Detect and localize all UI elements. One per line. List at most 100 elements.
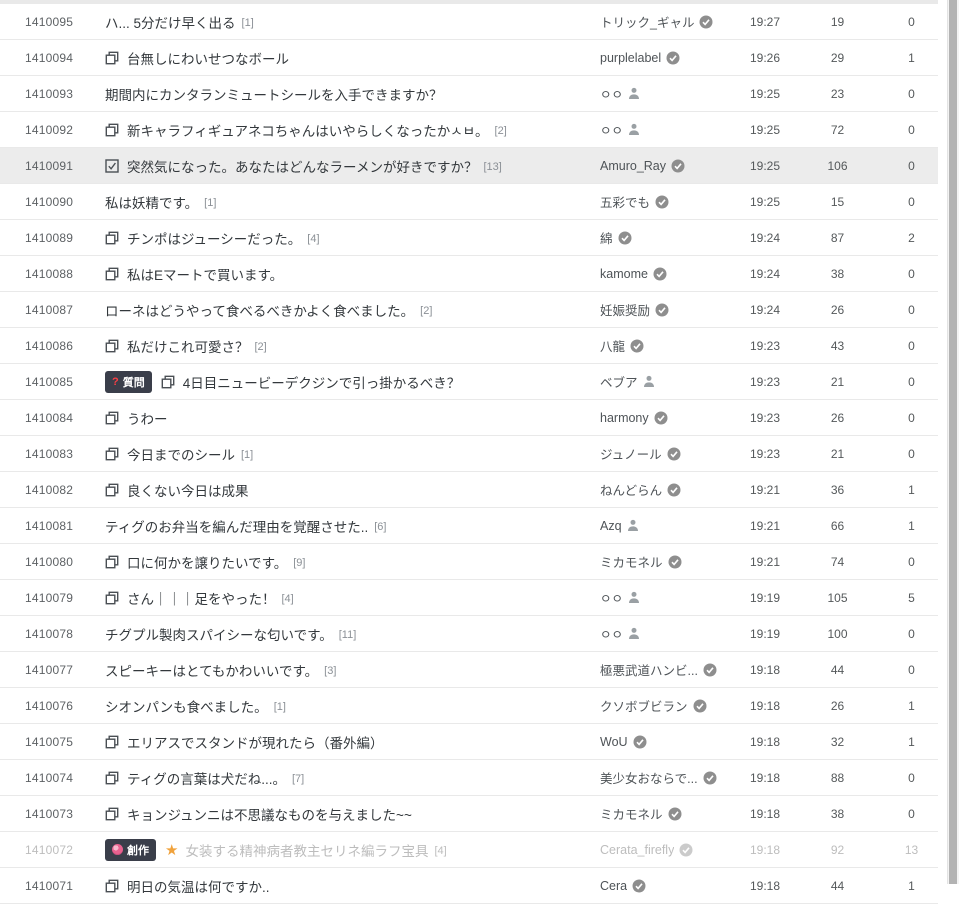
post-title[interactable]: 口に何かを譲りたいです。 xyxy=(127,555,288,571)
post-title-cell[interactable]: うわー xyxy=(105,408,600,428)
post-author-cell[interactable]: purplelabel xyxy=(600,51,740,65)
post-title-cell[interactable]: チグプル製肉スパイシーな匂いです。 [11] xyxy=(105,624,600,644)
author-name[interactable]: ジュノール xyxy=(600,448,662,462)
post-title[interactable]: 台無しにわいせつなボール xyxy=(127,51,289,67)
post-title-cell[interactable]: 台無しにわいせつなボール xyxy=(105,48,600,68)
table-row[interactable]: 1410087 ローネはどうやって食べるべきかよく食べました。 [2] 妊娠奨励 19:… xyxy=(0,292,938,328)
table-row[interactable]: 1410071 明日の気温は何ですか.. Cera 19:18 44 1 xyxy=(0,868,938,904)
table-row[interactable]: 1410088 私はEマートで買います。 kamome 19:24 38 0 xyxy=(0,256,938,292)
post-title[interactable]: シオンパンも食べました。 xyxy=(105,699,268,715)
author-name[interactable]: Cera xyxy=(600,878,628,893)
post-title[interactable]: 新キャラフィギュアネコちゃんはいやらしくなったかㅅㅂ。 xyxy=(127,123,489,139)
post-title-cell[interactable]: 今日までのシール [1] xyxy=(105,444,600,464)
post-title[interactable]: さん｜｜｜足をやった！ xyxy=(127,591,276,607)
post-title[interactable]: チンポはジューシーだった。 xyxy=(127,231,302,247)
author-name[interactable]: ㅇㅇ xyxy=(600,124,624,138)
category-badge[interactable]: 創作 xyxy=(105,838,156,861)
post-title-cell[interactable]: 明日の気温は何ですか.. xyxy=(105,876,600,896)
post-title[interactable]: 明日の気温は何ですか.. xyxy=(127,879,270,895)
post-title-cell[interactable]: 口に何かを譲りたいです。 [9] xyxy=(105,552,600,572)
author-name[interactable]: 綿 xyxy=(600,232,613,246)
table-row[interactable]: 1410081 ティグのお弁当を編んだ理由を覚醒させた.. [6] Azq 19:21 6… xyxy=(0,508,938,544)
post-title[interactable]: ローネはどうやって食べるべきかよく食べました。 xyxy=(105,303,415,319)
post-title-cell[interactable]: 私はEマートで買います。 xyxy=(105,264,600,284)
post-author-cell[interactable]: ㅇㅇ xyxy=(600,120,740,139)
post-title-cell[interactable]: エリアスでスタンドが現れたら（番外編） xyxy=(105,732,600,752)
table-row[interactable]: 1410080 口に何かを譲りたいです。 [9] ミカモネル 19:21 74 0 xyxy=(0,544,938,580)
post-title-cell[interactable]: ローネはどうやって食べるべきかよく食べました。 [2] xyxy=(105,300,600,320)
scrollbar-thumb[interactable] xyxy=(949,0,957,884)
post-author-cell[interactable]: ベブア xyxy=(600,372,740,391)
post-title[interactable]: エリアスでスタンドが現れたら（番外編） xyxy=(127,735,384,751)
table-row[interactable]: 1410079 さん｜｜｜足をやった！ [4] ㅇㅇ 19:19 105 5 xyxy=(0,580,938,616)
post-author-cell[interactable]: kamome xyxy=(600,267,740,281)
post-author-cell[interactable]: ねんどらん xyxy=(600,480,740,499)
table-row[interactable]: 1410089 チンポはジューシーだった。 [4] 綿 19:24 87 2 xyxy=(0,220,938,256)
table-row[interactable]: 1410085? 質問 4日目ニュービーデクジンで引っ掛かるべき？ ベブア 19:23 2… xyxy=(0,364,938,400)
post-title-cell[interactable]: ハ... 5分だけ早く出る [1] xyxy=(105,12,600,32)
author-name[interactable]: harmony xyxy=(600,410,649,425)
post-author-cell[interactable]: 綿 xyxy=(600,228,740,247)
post-author-cell[interactable]: WoU xyxy=(600,735,740,749)
scrollbar-track[interactable] xyxy=(947,0,959,884)
post-author-cell[interactable]: ミカモネル xyxy=(600,552,740,571)
table-row[interactable]: 1410092 新キャラフィギュアネコちゃんはいやらしくなったかㅅㅂ。 [2] ㅇㅇ 1… xyxy=(0,112,938,148)
author-name[interactable]: Cerata_firefly xyxy=(600,842,675,857)
post-title-cell[interactable]: スピーキーはとてもかわいいです。 [3] xyxy=(105,660,600,680)
table-row[interactable]: 1410086 私だけこれ可愛さ？ [2] 八龍 19:23 43 0 xyxy=(0,328,938,364)
table-row[interactable]: 1410093 期間内にカンタランミュートシールを入手できますか？ ㅇㅇ 19:25 2… xyxy=(0,76,938,112)
author-name[interactable]: ベブア xyxy=(600,376,638,390)
author-name[interactable]: 五彩でも xyxy=(600,196,651,210)
post-title-cell[interactable]: 新キャラフィギュアネコちゃんはいやらしくなったかㅅㅂ。 [2] xyxy=(105,120,600,140)
post-author-cell[interactable]: ㅇㅇ xyxy=(600,588,740,607)
post-author-cell[interactable]: harmony xyxy=(600,411,740,425)
post-title[interactable]: スピーキーはとてもかわいいです。 xyxy=(105,663,319,679)
post-title[interactable]: 私はEマートで買います。 xyxy=(127,267,284,283)
post-title[interactable]: 私だけこれ可愛さ？ xyxy=(127,339,249,355)
post-title[interactable]: チグプル製肉スパイシーな匂いです。 xyxy=(105,627,333,643)
table-row[interactable]: 1410083 今日までのシール [1] ジュノール 19:23 21 0 xyxy=(0,436,938,472)
post-author-cell[interactable]: Azq xyxy=(600,519,740,533)
post-title-cell[interactable]: 私は妖精です。 [1] xyxy=(105,192,600,212)
post-title-cell[interactable]: 期間内にカンタランミュートシールを入手できますか？ xyxy=(105,84,600,104)
post-title-cell[interactable]: 突然気になった。あなたはどんなラーメンが好きですか？ [13] xyxy=(105,156,600,176)
author-name[interactable]: WoU xyxy=(600,734,628,749)
post-author-cell[interactable]: Amuro_Ray xyxy=(600,159,740,173)
table-row[interactable]: 1410074 ティグの言葉は犬だね...。 [7] 美少女おならで... 19:18 8… xyxy=(0,760,938,796)
post-author-cell[interactable]: ㅇㅇ xyxy=(600,84,740,103)
post-author-cell[interactable]: ミカモネル xyxy=(600,804,740,823)
table-row[interactable]: 1410072 創作 ★ 女装する精神病者教主セリネ編ラフ宝具 [4] Cerata_fi… xyxy=(0,832,938,868)
table-row[interactable]: 1410076 シオンパンも食べました。 [1] クソボブビラン 19:18 26 1 xyxy=(0,688,938,724)
author-name[interactable]: クソボブビラン xyxy=(600,700,688,714)
author-name[interactable]: ㅇㅇ xyxy=(600,592,624,606)
post-title-cell[interactable]: ティグのお弁当を編んだ理由を覚醒させた.. [6] xyxy=(105,516,600,536)
post-title[interactable]: 私は妖精です。 xyxy=(105,195,199,211)
post-title[interactable]: 4日目ニュービーデクジンで引っ掛かるべき？ xyxy=(182,375,461,391)
table-row[interactable]: 1410091 突然気になった。あなたはどんなラーメンが好きですか？ [13] Amu… xyxy=(0,148,938,184)
post-title[interactable]: うわー xyxy=(127,411,168,427)
author-name[interactable]: Amuro_Ray xyxy=(600,158,666,173)
table-row[interactable]: 1410084 うわー harmony 19:23 26 0 xyxy=(0,400,938,436)
table-row[interactable]: 1410095 ハ... 5分だけ早く出る [1] トリック_ギャル 19:27 19 0 xyxy=(0,4,938,40)
post-author-cell[interactable]: ジュノール xyxy=(600,444,740,463)
author-name[interactable]: 極悪武道ハンビ... xyxy=(600,664,698,678)
post-author-cell[interactable]: 妊娠奨励 xyxy=(600,300,740,319)
author-name[interactable]: ねんどらん xyxy=(600,484,663,498)
author-name[interactable]: ミカモネル xyxy=(600,808,663,822)
post-author-cell[interactable]: Cera xyxy=(600,879,740,893)
post-title[interactable]: 女装する精神病者教主セリネ編ラフ宝具 xyxy=(185,843,429,859)
post-title-cell[interactable]: ? 質問 4日目ニュービーデクジンで引っ掛かるべき？ xyxy=(105,370,600,393)
table-row[interactable]: 1410078 チグプル製肉スパイシーな匂いです。 [11] ㅇㅇ 19:19 100 0 xyxy=(0,616,938,652)
author-name[interactable]: ㅇㅇ xyxy=(600,88,624,102)
author-name[interactable]: purplelabel xyxy=(600,50,662,65)
table-row[interactable]: 1410073 キョンジュンニは不思議なものを与えました~~ ミカモネル 19:18 3… xyxy=(0,796,938,832)
post-title[interactable]: ティグのお弁当を編んだ理由を覚醒させた.. xyxy=(105,519,369,535)
post-title[interactable]: 良くない今日は成果 xyxy=(127,483,249,499)
post-title[interactable]: ハ... 5分だけ早く出る xyxy=(105,15,236,31)
post-title[interactable]: キョンジュンニは不思議なものを与えました~~ xyxy=(127,807,412,823)
post-title[interactable]: 今日までのシール xyxy=(127,447,235,463)
post-author-cell[interactable]: クソボブビラン xyxy=(600,696,740,715)
author-name[interactable]: kamome xyxy=(600,266,648,281)
post-title-cell[interactable]: キョンジュンニは不思議なものを与えました~~ xyxy=(105,804,600,824)
table-row[interactable]: 1410075 エリアスでスタンドが現れたら（番外編） WoU 19:18 32 1 xyxy=(0,724,938,760)
